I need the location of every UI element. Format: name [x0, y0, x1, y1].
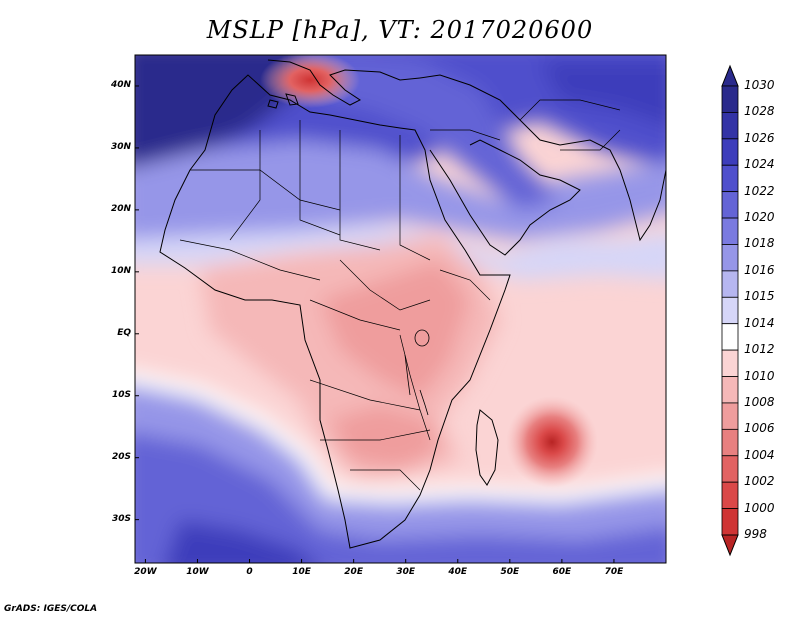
colorbar-segment [721, 481, 739, 509]
colorbar-segment [721, 428, 739, 457]
colorbar-segment [721, 112, 739, 140]
colorbar-segment [721, 508, 739, 536]
lat-label: 30N [110, 141, 131, 152]
colorbar-label: 1000 [744, 500, 775, 515]
colorbar-segment [721, 164, 739, 193]
colorbar-top-arrow [721, 64, 739, 87]
colorbar-segment [721, 270, 739, 298]
colorbar-segment [721, 191, 739, 219]
colorbar-segment [721, 296, 739, 325]
colorbar-label: 1022 [744, 183, 775, 198]
colorbar-label: 1004 [744, 447, 775, 462]
lon-label: 10E [292, 567, 311, 577]
colorbar-segment [721, 376, 739, 404]
lon-label: 60E [552, 567, 572, 577]
colorbar-segment [721, 323, 739, 351]
lon-label: 10W [186, 567, 209, 577]
axis-ticks [135, 85, 615, 563]
colorbar [721, 64, 739, 557]
lat-label: 40N [110, 79, 131, 90]
colorbar-label: 1010 [744, 368, 775, 383]
colorbar-segment [721, 85, 739, 113]
lon-label: 50E [500, 567, 520, 577]
colorbar-label: 1024 [744, 157, 775, 172]
colorbar-label: 1002 [744, 474, 775, 489]
colorbar-label: 1015 [744, 289, 775, 304]
pressure-bands [135, 55, 666, 563]
plot-frame [134, 54, 667, 564]
colorbar-label: 1020 [744, 210, 775, 225]
colorbar-segment [721, 244, 739, 272]
lon-label: 20W [134, 567, 157, 577]
colorbar-label: 1028 [744, 104, 775, 119]
lat-label: 10S [111, 389, 131, 400]
colorbar-segment [721, 455, 739, 483]
lon-label: 0 [246, 567, 253, 577]
lon-label: 40E [448, 567, 468, 577]
lon-label: 70E [604, 567, 624, 577]
colorbar-segment [721, 217, 739, 245]
colorbar-segment [721, 138, 739, 166]
mediterranean-low [260, 55, 360, 108]
colorbar-label: 1016 [744, 262, 775, 277]
tropical-cyclone-low [506, 396, 598, 488]
lat-label: 20N [110, 203, 131, 214]
lat-label: 10N [110, 265, 131, 276]
lat-label: EQ [117, 327, 131, 338]
colorbar-label: 1030 [744, 78, 775, 92]
colorbar-label: 1006 [744, 421, 775, 436]
lakes [404, 329, 430, 416]
colorbar-label: 1026 [744, 130, 775, 145]
colorbar-bottom-arrow [721, 534, 739, 557]
colorbar-label: 1012 [744, 342, 775, 357]
lon-label: 30E [396, 567, 416, 577]
map-title: MSLP [hPa], VT: 2017020600 [206, 16, 594, 44]
lat-label: 20S [111, 451, 131, 462]
lon-label: 20E [344, 567, 363, 577]
country-borders [179, 99, 621, 491]
colorbar-label: 1008 [744, 394, 775, 409]
colorbar-segment [721, 349, 739, 377]
grads-credit: GrADS: IGES/COLA [4, 604, 98, 614]
colorbar-label: 998 [744, 527, 767, 541]
colorbar-label: 1014 [744, 315, 775, 330]
coastlines [159, 59, 666, 549]
colorbar-segment [721, 402, 739, 430]
lat-label: 30S [111, 513, 131, 524]
colorbar-label: 1018 [744, 236, 775, 251]
